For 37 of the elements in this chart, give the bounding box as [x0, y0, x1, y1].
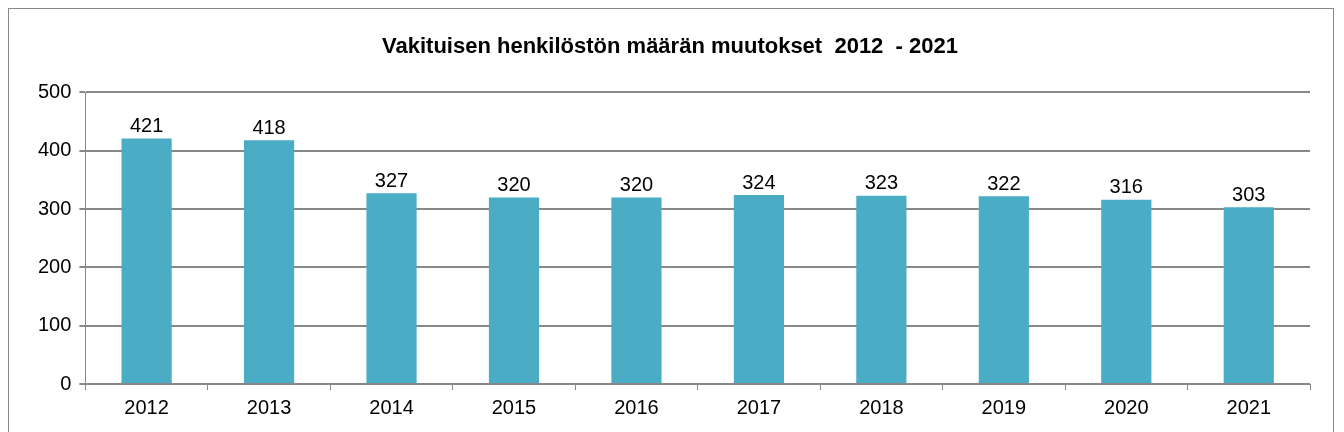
y-tick-label: 200	[37, 254, 72, 277]
x-tick-label: 2021	[1226, 395, 1272, 418]
bar	[1223, 207, 1274, 383]
x-tick-label: 2014	[369, 395, 414, 418]
data-label: 421	[129, 113, 164, 136]
chart-title: Vakituisen henkilöstön määrän muutokset 2012 - 2021	[382, 33, 958, 59]
y-tick-label: 300	[37, 196, 72, 219]
data-label: 316	[1109, 175, 1143, 198]
x-tick-label: 2020	[1104, 395, 1149, 418]
y-tick-label: 500	[37, 79, 72, 102]
data-label: 320	[619, 172, 654, 195]
bar	[121, 138, 172, 383]
bar	[488, 197, 540, 383]
data-label: 322	[987, 171, 1021, 194]
y-tick-label: 0	[60, 371, 72, 394]
data-label: 320	[497, 172, 531, 195]
x-tick-label: 2012	[124, 395, 169, 418]
bar	[1101, 199, 1152, 383]
data-label: 418	[252, 115, 286, 138]
bar	[733, 195, 785, 383]
x-tick-label: 2015	[491, 395, 537, 418]
x-tick-label: 2017	[736, 395, 782, 418]
data-label: 327	[374, 168, 409, 191]
x-tick-label: 2018	[859, 395, 904, 418]
x-tick-label: 2019	[981, 395, 1027, 418]
data-label: 303	[1232, 182, 1266, 205]
data-label: 324	[742, 170, 776, 193]
x-tick-label: 2013	[246, 395, 292, 418]
x-tick-label: 2016	[614, 395, 659, 418]
y-tick-label: 100	[37, 313, 72, 336]
bar	[611, 197, 662, 383]
data-label: 323	[864, 171, 899, 194]
bar	[856, 195, 907, 383]
bar	[366, 193, 417, 383]
bar	[978, 196, 1029, 383]
y-tick-label: 400	[37, 138, 72, 161]
bar	[243, 140, 295, 383]
